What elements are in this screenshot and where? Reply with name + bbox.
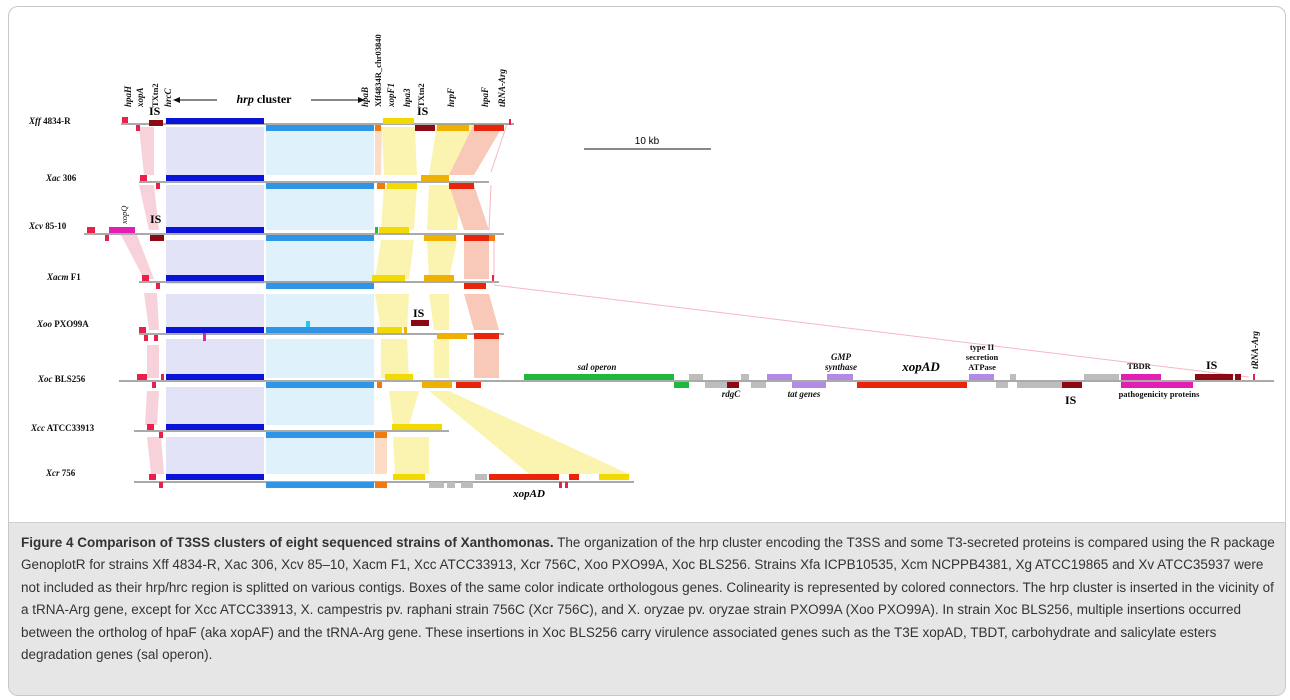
- label-tbdr: TBDR: [1127, 361, 1151, 371]
- svg-text:Xoc BLS256: Xoc BLS256: [37, 374, 86, 384]
- genome-row-xoc: [137, 374, 1255, 388]
- colinearity-connectors: [121, 123, 1250, 474]
- strain-label-suffix: PXO99A: [52, 319, 89, 329]
- strain-label-suffix: 306: [61, 173, 77, 183]
- strain-label: Xoc: [37, 374, 53, 384]
- genome-row-xoo: [139, 320, 499, 341]
- figure-frame: Xff 4834-R Xac 306 Xcv 85-10 Xacm F1 Xoo…: [8, 6, 1286, 696]
- gene-label-hpaF: hpaF: [480, 87, 490, 107]
- label-synthase: synthase: [824, 362, 857, 372]
- hrp-cluster-label: hrp: [237, 92, 254, 106]
- strain-label: Xff: [28, 116, 42, 126]
- gene-label-xopA: xopA: [135, 87, 145, 108]
- label-sal-operon: sal operon: [577, 362, 617, 372]
- genome-row-xcr: [149, 474, 629, 488]
- xoc-insertion-labels: sal operon rdgC tat genes GMP synthase x…: [577, 330, 1260, 399]
- is-label: IS: [150, 212, 162, 226]
- gene-label-xopQ: xopQ: [119, 206, 129, 225]
- strain-label-suffix: 756: [60, 468, 76, 478]
- caption-background: [9, 522, 1285, 695]
- is-label: IS: [413, 306, 425, 320]
- svg-text:Xac 306: Xac 306: [45, 173, 77, 183]
- svg-text:hrp cluster: hrp cluster: [237, 92, 293, 106]
- label-trna-arg-xoc: tRNA-Arg: [1250, 330, 1260, 369]
- is-label: IS: [149, 104, 161, 118]
- gene-label-hpa3: hpa3: [402, 88, 412, 107]
- label-pathogenicity-proteins: pathogenicity proteins: [1119, 389, 1201, 399]
- hrp-cluster-label-rest: cluster: [254, 92, 292, 106]
- strain-label-suffix: ATCC33913: [45, 423, 95, 433]
- label-secretion: secretion: [966, 352, 999, 362]
- gene-label-hrcC: hrcC: [163, 87, 173, 107]
- svg-text:Xcr 756: Xcr 756: [45, 468, 76, 478]
- svg-text:Xacm F1: Xacm F1: [46, 272, 81, 282]
- is-label: IS: [417, 104, 429, 118]
- genomic-comparison-figure: Xff 4834-R Xac 306 Xcv 85-10 Xacm F1 Xoo…: [28, 34, 1274, 500]
- label-xopAD: xopAD: [901, 359, 940, 374]
- caption-title: Figure 4 Comparison of T3SS clusters of …: [21, 535, 554, 550]
- label-type-ii: type II: [970, 342, 995, 352]
- gene-label-hpaH: hpaH: [123, 85, 133, 107]
- svg-text:Xcv 85-10: Xcv 85-10: [28, 221, 67, 231]
- label-atpase: ATPase: [968, 362, 996, 372]
- strain-label-suffix: 85-10: [43, 221, 67, 231]
- hrp-cluster-arrow: hrp cluster: [173, 92, 365, 106]
- caption-body: The organization of the hrp cluster enco…: [21, 535, 1275, 663]
- strain-label: Xcc: [30, 423, 45, 433]
- gene-label-xopF1: xopF1: [386, 83, 396, 108]
- label-xcr-xopAD: xopAD: [512, 488, 545, 500]
- label-tat-genes: tat genes: [788, 389, 821, 399]
- is-label: IS: [1206, 358, 1218, 372]
- gene-label-txtn2-b: TXtn2: [416, 83, 426, 107]
- strain-label-suffix: BLS256: [53, 374, 86, 384]
- genome-row-xff: [122, 117, 511, 131]
- strain-label: Xac: [45, 173, 61, 183]
- scale-bar-label: 10 kb: [635, 136, 660, 147]
- strain-label: Xcr: [45, 468, 60, 478]
- svg-text:Xoo PXO99A: Xoo PXO99A: [36, 319, 89, 329]
- gene-label-hrpF: hrpF: [446, 88, 456, 107]
- svg-text:Xff 4834-R: Xff 4834-R: [28, 116, 71, 126]
- top-gene-labels: hpaH xopA TXtn2 hrcC hpaB Xff4834R_chr03…: [123, 34, 507, 108]
- label-gmp: GMP: [831, 352, 852, 362]
- strain-labels: Xff 4834-R Xac 306 Xcv 85-10 Xacm F1 Xoo…: [28, 116, 95, 478]
- genome-row-xcc: [147, 424, 442, 438]
- is-labels: IS IS IS IS IS IS: [149, 104, 1218, 407]
- is-label: IS: [1065, 393, 1077, 407]
- figure-caption: Figure 4 Comparison of T3SS clusters of …: [21, 532, 1276, 666]
- gene-label-txtn2: TXtn2: [150, 83, 160, 107]
- gene-label-xff-locus: Xff4834R_chr03840: [373, 34, 383, 107]
- genome-row-xac: [140, 175, 474, 189]
- strain-label-suffix: 4834-R: [41, 116, 71, 126]
- svg-text:Xcc ATCC33913: Xcc ATCC33913: [30, 423, 95, 433]
- scale-bar: 10 kb: [584, 136, 711, 150]
- strain-label: Xacm: [46, 272, 69, 282]
- strain-label: Xcv: [28, 221, 44, 231]
- genome-row-xcv: xopQ: [87, 206, 495, 241]
- genome-row-xacm: [142, 275, 494, 289]
- gene-label-hpaB: hpaB: [360, 87, 370, 107]
- gene-label-trna-arg: tRNA-Arg: [497, 68, 507, 107]
- strain-label: Xoo: [36, 319, 53, 329]
- strain-label-suffix: F1: [69, 272, 82, 282]
- label-rdgC: rdgC: [722, 389, 742, 399]
